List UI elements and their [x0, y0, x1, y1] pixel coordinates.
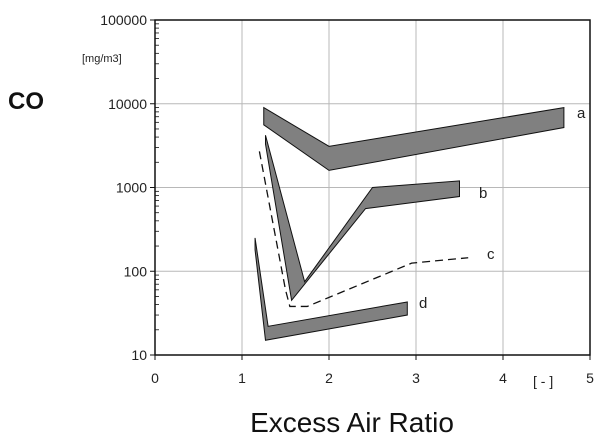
- series-c-label: c: [487, 246, 495, 263]
- series-d-band: [254, 237, 408, 341]
- y-unit-label: [mg/m3]: [82, 53, 122, 65]
- y-axis-label: CO: [8, 88, 44, 115]
- x-tick-label: 1: [238, 370, 246, 386]
- series-b-label: b: [479, 185, 487, 202]
- series-d-label: d: [419, 295, 427, 312]
- x-tick-label: 4: [499, 370, 507, 386]
- x-unit-label: [ - ]: [533, 373, 553, 389]
- x-tick-label: 5: [586, 370, 594, 386]
- series-group: [254, 106, 565, 341]
- x-tick-label: 2: [325, 370, 333, 386]
- y-tick-label: 1000: [116, 180, 147, 196]
- x-axis-label: Excess Air Ratio: [250, 407, 454, 438]
- x-tick-label: 0: [151, 370, 159, 386]
- series-labels: a b c d: [419, 105, 586, 312]
- y-tick-label: 10: [131, 347, 147, 363]
- y-tick-label: 100: [124, 263, 148, 279]
- series-c-line: [258, 151, 469, 308]
- y-tick-label: 10000: [108, 96, 147, 112]
- series-a-label: a: [577, 105, 586, 122]
- y-tick-label: 100000: [100, 12, 147, 28]
- axis-ticks: 0 1 2 3 4 5 10 100 1000 10000 100000: [100, 12, 594, 386]
- series-a-band: [263, 106, 565, 171]
- series-b-band: [264, 135, 460, 302]
- x-tick-label: 3: [412, 370, 420, 386]
